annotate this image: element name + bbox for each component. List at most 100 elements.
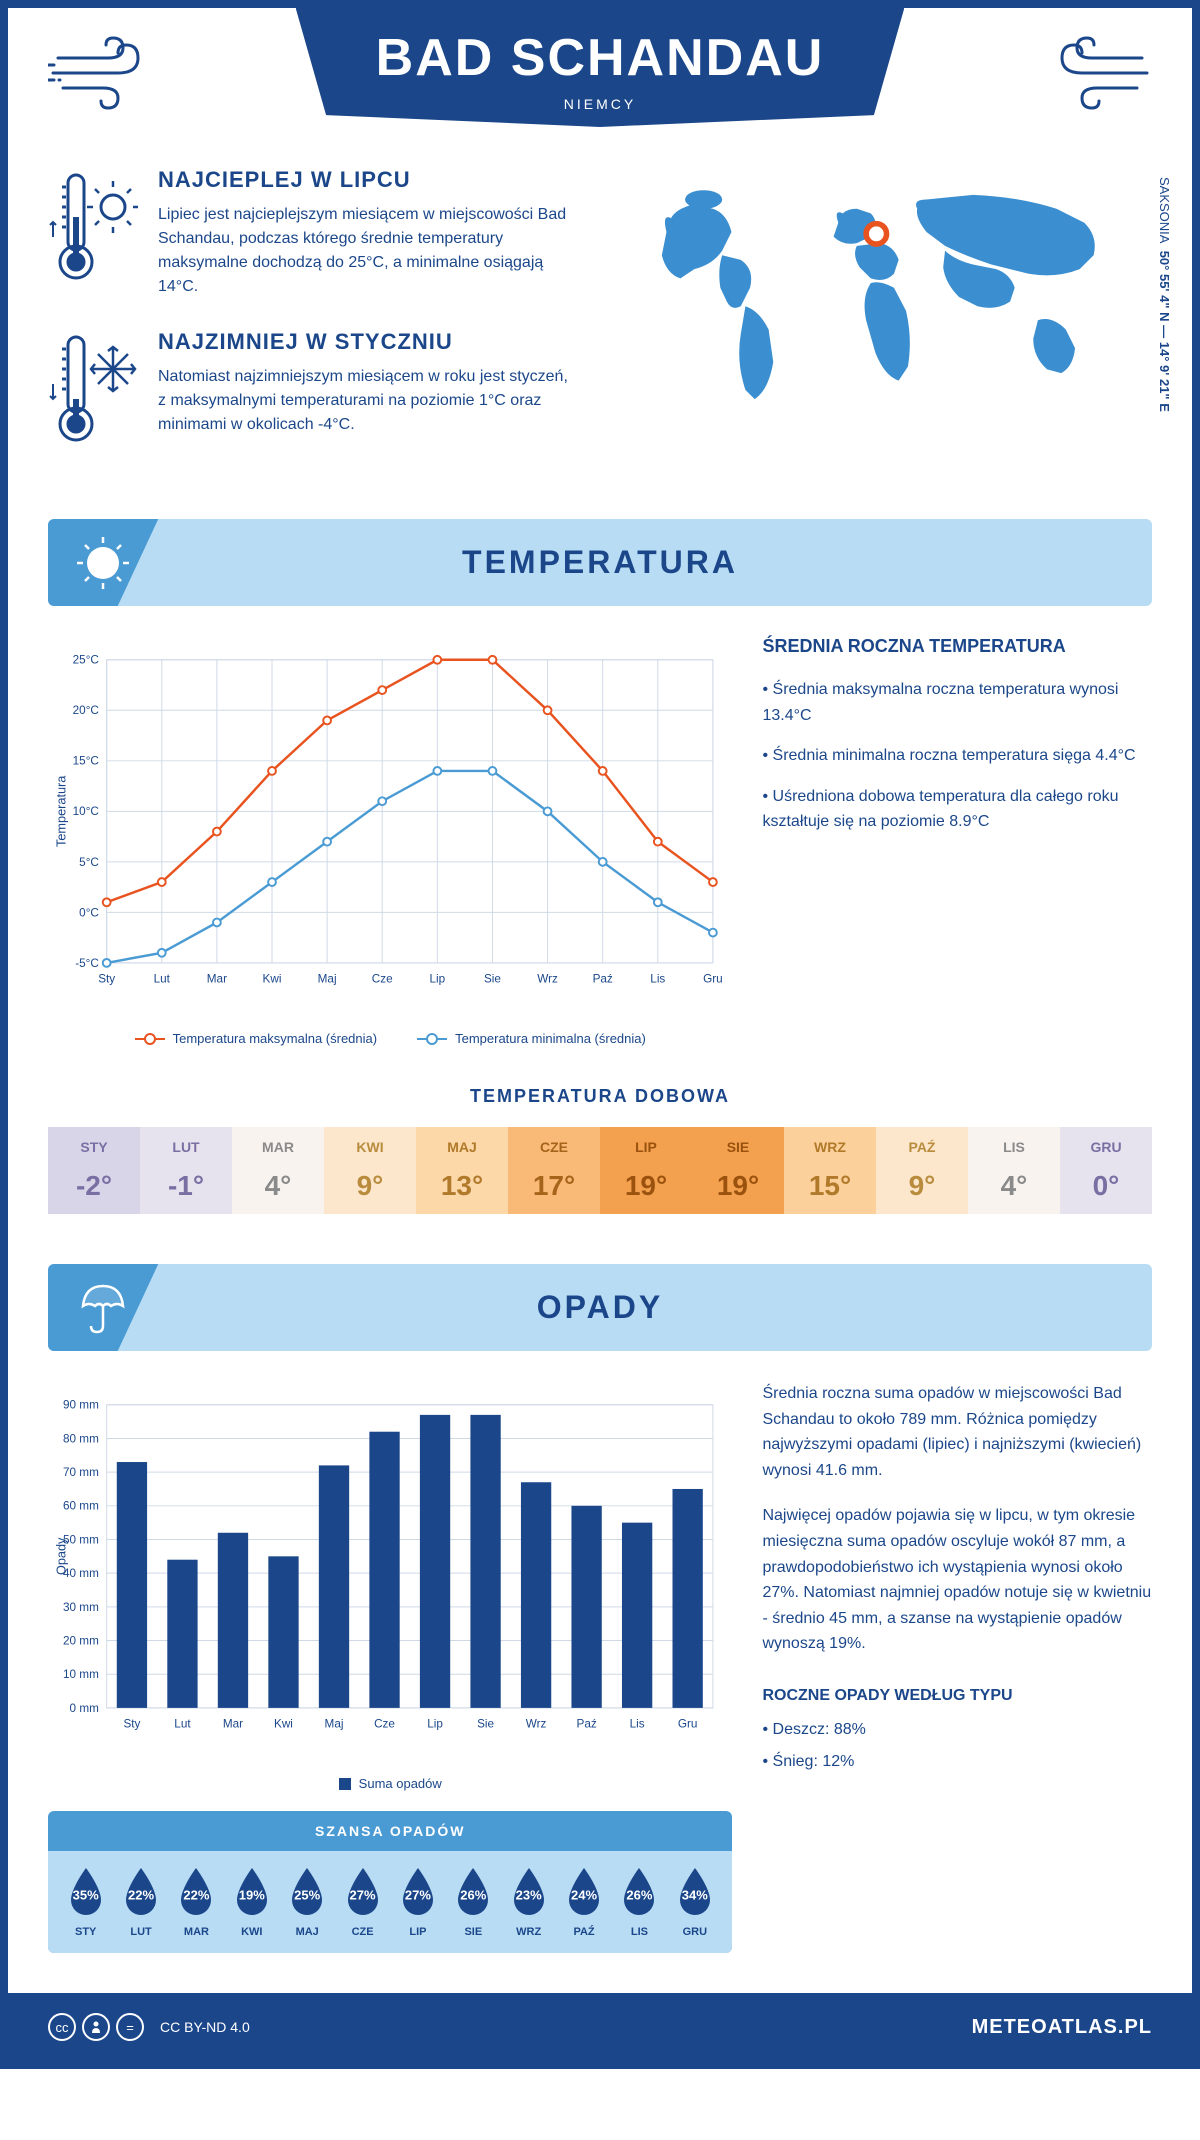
precipitation-bar-chart: 0 mm10 mm20 mm30 mm40 mm50 mm60 mm70 mm8…	[48, 1381, 732, 1761]
svg-text:10°C: 10°C	[73, 805, 100, 818]
daily-temp-cell: KWI9°	[324, 1127, 416, 1214]
svg-text:Gru: Gru	[678, 1717, 698, 1730]
svg-text:70 mm: 70 mm	[63, 1466, 99, 1479]
section-precipitation-header: OPADY	[48, 1264, 1152, 1351]
svg-text:5°C: 5°C	[79, 856, 99, 869]
svg-text:Lip: Lip	[430, 972, 446, 985]
rain-chance-cell: 23%WRZ	[501, 1866, 556, 1938]
daily-temp-cell: MAR4°	[232, 1127, 324, 1214]
svg-text:Lip: Lip	[427, 1717, 443, 1730]
svg-text:Wrz: Wrz	[537, 972, 558, 985]
svg-text:Maj: Maj	[318, 972, 337, 985]
section-title: TEMPERATURA	[48, 544, 1152, 581]
daily-temp-cell: STY-2°	[48, 1127, 140, 1214]
svg-text:15°C: 15°C	[73, 755, 100, 768]
daily-temp-cell: CZE17°	[508, 1127, 600, 1214]
precip-type-item: • Śnieg: 12%	[762, 1749, 1152, 1775]
section-temperature-header: TEMPERATURA	[48, 519, 1152, 606]
svg-text:Paź: Paź	[577, 1717, 597, 1730]
fact-warmest: NAJCIEPLEJ W LIPCU Lipiec jest najcieple…	[48, 167, 578, 299]
rain-chance-panel: SZANSA OPADÓW 35%STY22%LUT22%MAR19%KWI25…	[48, 1811, 732, 1953]
svg-text:-5°C: -5°C	[75, 957, 99, 970]
svg-text:Wrz: Wrz	[526, 1717, 547, 1730]
svg-text:Sty: Sty	[98, 972, 115, 985]
temperature-line-chart: -5°C 0°C 5°C 10°C 15°C 20°C 25°C Sty Lut Mar Kwi Ma…	[48, 636, 732, 1016]
umbrella-icon	[48, 1264, 158, 1351]
svg-text:Mar: Mar	[223, 1717, 243, 1730]
svg-text:80 mm: 80 mm	[63, 1432, 99, 1445]
fact-coldest: NAJZIMNIEJ W STYCZNIU Natomiast najzimni…	[48, 329, 578, 449]
rain-chance-cell: 26%SIE	[446, 1866, 501, 1938]
rain-chance-cell: 19%KWI	[224, 1866, 279, 1938]
license-badge: cc = CC BY-ND 4.0	[48, 2013, 250, 2041]
svg-text:Sie: Sie	[484, 972, 501, 985]
svg-text:Mar: Mar	[207, 972, 227, 985]
svg-text:Kwi: Kwi	[274, 1717, 293, 1730]
sun-icon	[48, 519, 158, 606]
info-paragraph: Średnia roczna suma opadów w miejscowośc…	[762, 1381, 1152, 1483]
svg-text:Lut: Lut	[154, 972, 171, 985]
wind-icon	[48, 33, 168, 113]
temp-legend: Temperatura maksymalna (średnia) Tempera…	[48, 1031, 732, 1046]
daily-temp-cell: LIS4°	[968, 1127, 1060, 1214]
precip-info: Średnia roczna suma opadów w miejscowośc…	[762, 1381, 1152, 1953]
rain-chance-cell: 24%PAŹ	[556, 1866, 611, 1938]
temp-info: ŚREDNIA ROCZNA TEMPERATURA • Średnia mak…	[762, 636, 1152, 1046]
svg-text:Sie: Sie	[477, 1717, 494, 1730]
svg-text:Lis: Lis	[650, 972, 665, 985]
daily-temp-cell: WRZ15°	[784, 1127, 876, 1214]
daily-temp-cell: LUT-1°	[140, 1127, 232, 1214]
daily-temp-cell: MAJ13°	[416, 1127, 508, 1214]
info-bullet: • Średnia maksymalna roczna temperatura …	[762, 677, 1152, 728]
footer-brand: METEOATLAS.PL	[972, 2016, 1152, 2039]
svg-text:10 mm: 10 mm	[63, 1668, 99, 1681]
rain-chance-cell: 27%CZE	[335, 1866, 390, 1938]
page-title: BAD SCHANDAU	[376, 28, 825, 88]
svg-text:0°C: 0°C	[79, 906, 99, 919]
rain-chance-cell: 34%GRU	[667, 1866, 722, 1938]
info-bullet: • Średnia minimalna roczna temperatura s…	[762, 743, 1152, 769]
svg-text:Cze: Cze	[372, 972, 393, 985]
svg-text:Lis: Lis	[630, 1717, 645, 1730]
daily-temp-cell: SIE19°	[692, 1127, 784, 1214]
thermometer-cold-icon	[48, 329, 138, 449]
info-bullet: • Uśredniona dobowa temperatura dla całe…	[762, 784, 1152, 835]
world-map: SAKSONIA 50° 55' 4" N — 14° 9' 21" E	[608, 167, 1152, 479]
svg-text:Kwi: Kwi	[263, 972, 282, 985]
daily-temp-cell: PAŹ9°	[876, 1127, 968, 1214]
svg-text:Paź: Paź	[593, 972, 613, 985]
fact-cold-title: NAJZIMNIEJ W STYCZNIU	[158, 329, 578, 355]
svg-text:Cze: Cze	[374, 1717, 395, 1730]
rain-chance-cell: 27%LIP	[390, 1866, 445, 1938]
svg-text:Maj: Maj	[325, 1717, 344, 1730]
svg-text:Temperatura: Temperatura	[54, 775, 69, 847]
climate-facts: NAJCIEPLEJ W LIPCU Lipiec jest najcieple…	[48, 167, 578, 479]
rain-chance-cell: 22%LUT	[113, 1866, 168, 1938]
rain-chance-cell: 25%MAJ	[280, 1866, 335, 1938]
svg-text:Sty: Sty	[123, 1717, 140, 1730]
svg-text:90 mm: 90 mm	[63, 1399, 99, 1412]
info-paragraph: Najwięcej opadów pojawia się w lipcu, w …	[762, 1503, 1152, 1657]
svg-text:0 mm: 0 mm	[70, 1702, 99, 1715]
svg-text:20 mm: 20 mm	[63, 1634, 99, 1647]
rain-chance-cell: 26%LIS	[612, 1866, 667, 1938]
precip-legend: Suma opadów	[48, 1776, 732, 1791]
coordinates: SAKSONIA 50° 55' 4" N — 14° 9' 21" E	[1157, 177, 1172, 412]
svg-text:25°C: 25°C	[73, 654, 100, 667]
fact-warm-title: NAJCIEPLEJ W LIPCU	[158, 167, 578, 193]
daily-temp-title: TEMPERATURA DOBOWA	[48, 1086, 1152, 1107]
wind-icon	[1032, 33, 1152, 113]
country-label: NIEMCY	[376, 96, 825, 112]
page-footer: cc = CC BY-ND 4.0 METEOATLAS.PL	[8, 1993, 1192, 2061]
fact-cold-text: Natomiast najzimniejszym miesiącem w rok…	[158, 365, 578, 437]
svg-text:Gru: Gru	[703, 972, 723, 985]
svg-text:Lut: Lut	[174, 1717, 191, 1730]
fact-warm-text: Lipiec jest najcieplejszym miesiącem w m…	[158, 203, 578, 299]
svg-text:Opady: Opady	[54, 1537, 69, 1575]
rain-chance-cell: 35%STY	[58, 1866, 113, 1938]
title-box: BAD SCHANDAU NIEMCY	[296, 8, 905, 127]
daily-temp-table: STY-2°LUT-1°MAR4°KWI9°MAJ13°CZE17°LIP19°…	[48, 1127, 1152, 1214]
svg-text:30 mm: 30 mm	[63, 1601, 99, 1614]
section-title: OPADY	[48, 1289, 1152, 1326]
svg-text:20°C: 20°C	[73, 704, 100, 717]
